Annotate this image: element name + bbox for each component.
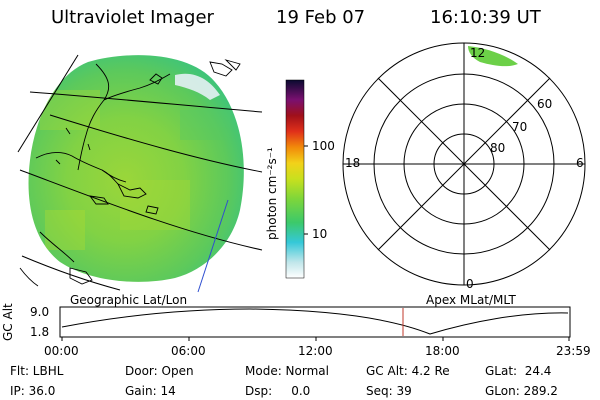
lat-label-60: 60 [537, 97, 553, 111]
polar-aurora-patch [468, 46, 518, 67]
instrument-title: Ultraviolet Imager [51, 7, 214, 28]
date-label: 19 Feb 07 [276, 7, 366, 28]
status-dsp: Dsp: 0.0 [245, 384, 311, 398]
track-line [197, 199, 229, 293]
lat-label-70: 70 [512, 120, 528, 134]
mlt-label-18: 18 [345, 156, 361, 170]
gc-alt-xtick-2359: 23:59 [556, 344, 591, 358]
gc-alt-xtick-0600: 06:00 [171, 344, 206, 358]
gc-alt-xtick-1800: 18:00 [425, 344, 460, 358]
status-door: Door: Open [125, 364, 194, 378]
status-seq: Seq: 39 [366, 384, 412, 398]
time-label: 16:10:39 UT [430, 7, 541, 28]
geo-grid-lines [17, 54, 263, 291]
colorbar-unit-label: photon cm⁻²s⁻¹ [265, 147, 279, 240]
polar-grid [342, 42, 586, 286]
polar-panel-label: Apex MLat/MLT [426, 293, 516, 307]
gc-alt-xtick-0000: 00:00 [44, 344, 79, 358]
gc-alt-ytick-top: 9.0 [30, 305, 50, 319]
gc-alt-curve [61, 308, 569, 335]
colorbar-tick-100: 100 [312, 139, 335, 153]
status-mode: Mode: Normal [245, 364, 329, 378]
colorbar [285, 79, 305, 279]
mlt-label-0: 0 [466, 277, 474, 291]
gc-alt-xticks [61, 337, 570, 341]
gc-alt-ylabel: GC Alt [1, 303, 15, 341]
gc-alt-ytick-bottom: 1.8 [30, 325, 50, 339]
mlt-label-6: 6 [576, 156, 584, 170]
colorbar-tick-10: 10 [312, 227, 328, 241]
lat-label-80: 80 [490, 141, 506, 155]
status-ip: IP: 36.0 [10, 384, 56, 398]
geo-panel-label: Geographic Lat/Lon [70, 293, 188, 307]
coastlines [19, 59, 241, 287]
status-gain: Gain: 14 [125, 384, 176, 398]
status-glon: GLon: 289.2 [485, 384, 558, 398]
status-filter: Flt: LBHL [10, 364, 64, 378]
mlt-label-12: 12 [470, 46, 486, 60]
status-gc-alt: GC Alt: 4.2 Re [366, 364, 450, 378]
uv-image [28, 55, 244, 282]
gc-alt-xtick-1200: 12:00 [298, 344, 333, 358]
status-glat: GLat: 24.4 [485, 364, 552, 378]
